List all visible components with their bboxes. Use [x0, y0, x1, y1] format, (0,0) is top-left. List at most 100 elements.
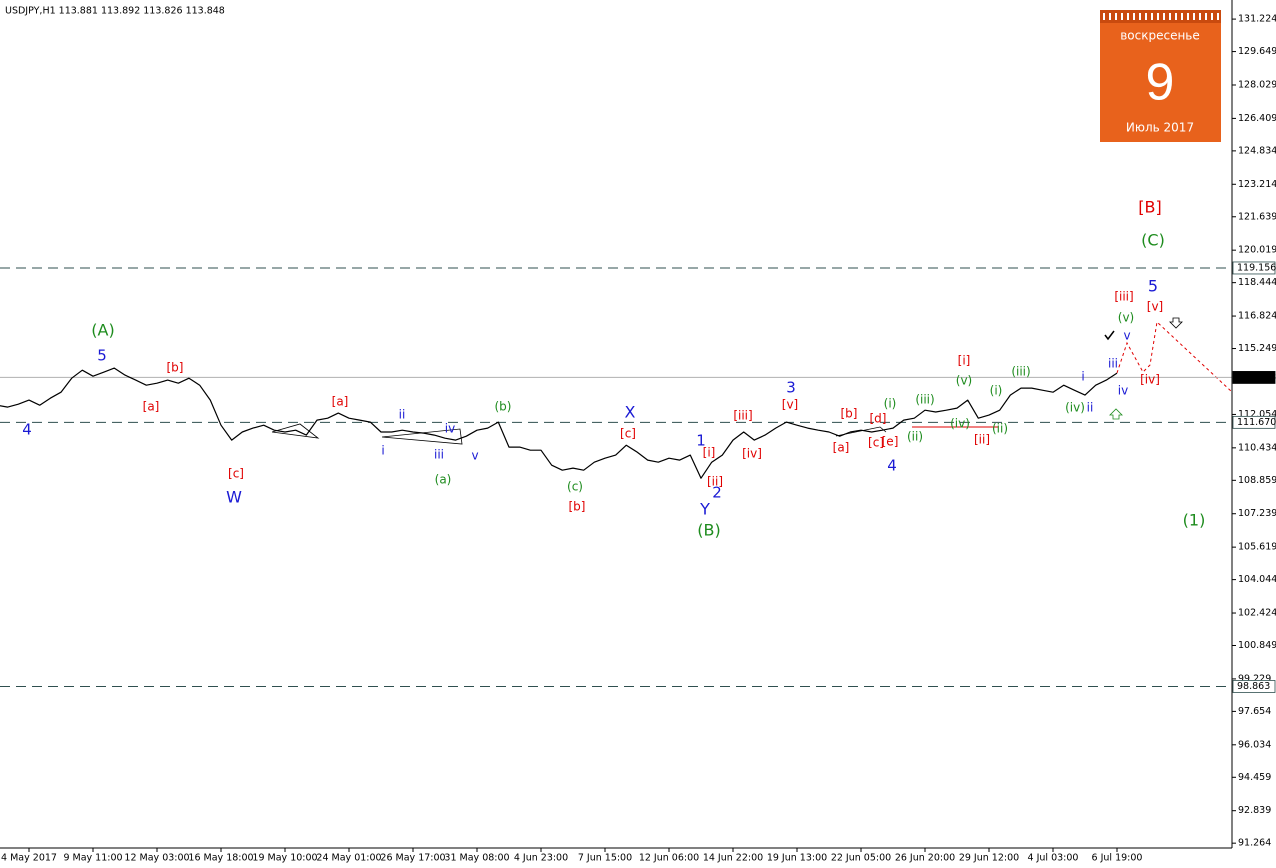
- wave-label: 4: [22, 421, 32, 439]
- y-tick-label: 116.824: [1238, 311, 1276, 322]
- wave-label: [iv]: [1140, 373, 1160, 387]
- y-tick-label: 126.409: [1238, 113, 1276, 124]
- y-tick-label: 102.424: [1238, 608, 1276, 619]
- calendar-month-year: Июль 2017: [1126, 121, 1194, 135]
- x-tick-label: 4 Jul 03:00: [1028, 853, 1079, 864]
- level-label: 111.670: [1237, 417, 1276, 428]
- level-label-box: [1232, 415, 1276, 429]
- wave-label: iii: [434, 448, 444, 462]
- x-tick-label: 4 May 2017: [1, 853, 57, 864]
- wave-label: i: [381, 444, 384, 458]
- wave-label: X: [625, 403, 636, 422]
- wave-label: [iii]: [1114, 290, 1133, 304]
- calendar-body: [1100, 10, 1221, 142]
- wave-label: Y: [699, 500, 710, 519]
- x-tick-label: 7 Jun 15:00: [578, 853, 632, 864]
- calendar-widget: воскресенье 9 Июль 2017: [1100, 10, 1221, 142]
- x-tick-label: 29 Jun 12:00: [959, 853, 1019, 864]
- y-tick-label: 120.019: [1238, 245, 1276, 256]
- arrow-down-icon: [1169, 317, 1183, 329]
- wave-label: [B]: [1138, 198, 1161, 217]
- x-tick-label: 12 May 03:00: [124, 853, 189, 864]
- wave-label: ii: [399, 408, 406, 422]
- arrow-up-icon: [1109, 408, 1123, 420]
- wave-label: (iii): [1011, 365, 1030, 379]
- wave-label: [b]: [841, 407, 858, 421]
- wave-label: [e]: [882, 435, 899, 449]
- wave-label: [iii]: [733, 409, 752, 423]
- x-tick-label: 14 Jun 22:00: [703, 853, 763, 864]
- wave-label: [a]: [143, 400, 160, 414]
- wave-label: v: [471, 449, 478, 463]
- x-tick-label: 31 May 08:00: [444, 853, 509, 864]
- wave-label: [d]: [870, 412, 887, 426]
- wave-label: 5: [97, 347, 107, 365]
- calendar-rings: [1103, 13, 1219, 20]
- wave-label: (v): [1118, 311, 1134, 325]
- wave-label: (1): [1183, 511, 1206, 530]
- calendar-weekday: воскресенье: [1120, 29, 1200, 43]
- wave-label: (iv): [950, 417, 970, 431]
- y-tick-label: 92.839: [1238, 805, 1271, 816]
- y-tick-label: 121.639: [1238, 211, 1276, 222]
- wave-label: (v): [956, 374, 972, 388]
- level-label: 119.156: [1237, 262, 1276, 273]
- wave-label: [b]: [167, 361, 184, 375]
- y-tick-label: 107.239: [1238, 508, 1276, 519]
- wave-label: (c): [567, 480, 583, 494]
- x-tick-label: 26 Jun 20:00: [895, 853, 955, 864]
- wave-label: (i): [990, 384, 1003, 398]
- wave-label: [ii]: [974, 433, 990, 447]
- wave-label: iii: [1108, 357, 1118, 371]
- x-tick-label: 16 May 18:00: [188, 853, 253, 864]
- wave-label: (A): [91, 321, 114, 340]
- price-line: [0, 367, 1118, 479]
- wave-label: 4: [887, 457, 897, 475]
- y-tick-label: 129.649: [1238, 46, 1276, 57]
- wave-label: 1: [696, 432, 706, 450]
- x-tick-label: 19 Jun 13:00: [767, 853, 827, 864]
- level-label-box: [1232, 371, 1276, 384]
- wave-label: (ii): [992, 422, 1008, 436]
- wave-label: [c]: [620, 427, 636, 441]
- wave-label: [i]: [958, 354, 971, 368]
- wave-label: (iii): [915, 393, 934, 407]
- calendar-rings-strip: [1100, 10, 1221, 23]
- level-label-box: [1232, 680, 1276, 693]
- y-tick-label: 96.034: [1238, 739, 1271, 750]
- y-tick-label: 128.029: [1238, 79, 1276, 90]
- y-tick-label: 94.459: [1238, 772, 1271, 783]
- wave-label: [ii]: [707, 475, 723, 489]
- wave-label: (ii): [907, 430, 923, 444]
- y-tick-label: 124.834: [1238, 145, 1276, 156]
- wave-label: 2: [712, 484, 722, 502]
- wave-label: [iv]: [742, 447, 762, 461]
- level-label-box: [1232, 261, 1276, 275]
- check-icon: [1104, 330, 1115, 341]
- y-tick-label: 110.434: [1238, 442, 1276, 453]
- wave-label: [c]: [228, 467, 244, 481]
- wave-label: 3: [786, 379, 796, 397]
- forecast-path: [1116, 320, 1232, 393]
- x-tick-label: 26 May 17:00: [380, 853, 445, 864]
- y-tick-label: 123.214: [1238, 179, 1276, 190]
- y-tick-label: 112.054: [1238, 409, 1276, 420]
- wave-label: iv: [1118, 384, 1128, 398]
- y-tick-label: 108.859: [1238, 475, 1276, 486]
- wave-label: [v]: [782, 398, 798, 412]
- wave-label: (b): [495, 400, 512, 414]
- level-label: 98.863: [1237, 681, 1270, 692]
- x-tick-label: 12 Jun 06:00: [639, 853, 699, 864]
- y-tick-label: 118.444: [1238, 277, 1276, 288]
- y-tick-label: 99.229: [1238, 673, 1271, 684]
- y-tick-label: 91.264: [1238, 838, 1271, 849]
- wave-label: [a]: [332, 395, 349, 409]
- wave-label: (B): [697, 521, 720, 540]
- x-tick-label: 6 Jul 19:00: [1092, 853, 1143, 864]
- wave-label: [i]: [703, 446, 716, 460]
- wave-label: [b]: [569, 500, 586, 514]
- wave-label: 5: [1148, 277, 1158, 296]
- wave-label: v: [1123, 329, 1130, 343]
